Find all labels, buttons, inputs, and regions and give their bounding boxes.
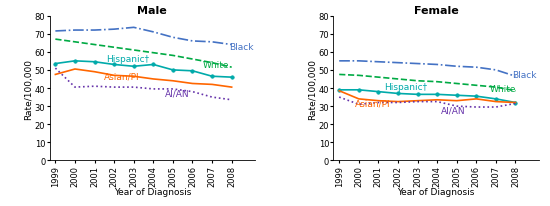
Y-axis label: Rate/100,000: Rate/100,000 bbox=[308, 58, 317, 119]
Y-axis label: Rate/100,000: Rate/100,000 bbox=[24, 58, 34, 119]
Title: Female: Female bbox=[414, 6, 459, 16]
Text: White: White bbox=[490, 84, 516, 93]
Text: Black: Black bbox=[513, 71, 537, 80]
Text: Asian/PI: Asian/PI bbox=[104, 72, 140, 81]
Title: Male: Male bbox=[138, 6, 167, 16]
X-axis label: Year of Diagnosis: Year of Diagnosis bbox=[114, 187, 191, 196]
Text: White: White bbox=[202, 61, 229, 70]
Text: AI/AN: AI/AN bbox=[165, 89, 190, 98]
Text: Asian/PI: Asian/PI bbox=[355, 99, 390, 108]
Text: AI/AN: AI/AN bbox=[441, 106, 466, 115]
Text: Hispanic†: Hispanic† bbox=[384, 83, 427, 92]
Text: Black: Black bbox=[229, 43, 253, 52]
X-axis label: Year of Diagnosis: Year of Diagnosis bbox=[398, 187, 475, 196]
Text: Hispanic†: Hispanic† bbox=[106, 55, 150, 64]
